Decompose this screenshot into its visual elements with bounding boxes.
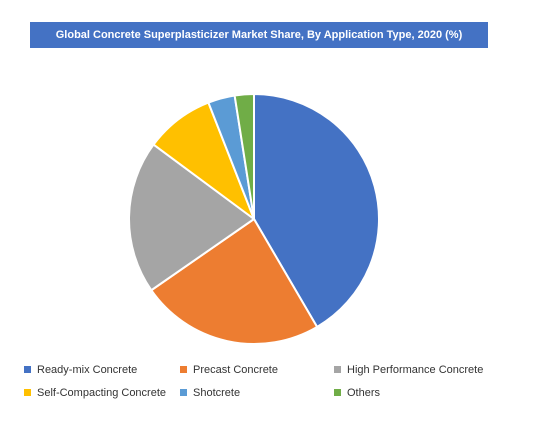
legend-item-high-performance: High Performance Concrete	[334, 362, 483, 378]
legend-label: Others	[347, 387, 381, 399]
legend-item-self-compacting: Self-Compacting Concrete	[24, 385, 166, 401]
legend-swatch	[180, 388, 187, 396]
pie-slice-others	[233, 93, 255, 220]
legend-swatch	[334, 388, 341, 396]
pie-slice-high-performance-concrete	[128, 143, 255, 292]
legend-item-ready-mix: Ready-mix Concrete	[24, 362, 137, 378]
chart-legend: Ready-mix Concrete Precast Concrete High…	[24, 362, 514, 406]
legend-swatch	[334, 365, 341, 373]
legend-item-shotcrete: Shotcrete	[180, 385, 240, 401]
legend-label: Shotcrete	[193, 387, 241, 399]
legend-swatch	[180, 365, 187, 373]
legend-label: Ready-mix Concrete	[37, 364, 138, 376]
chart-title: Global Concrete Superplasticizer Market …	[30, 22, 488, 48]
legend-label: High Performance Concrete	[347, 364, 484, 376]
legend-label: Self-Compacting Concrete	[37, 387, 167, 399]
legend-swatch	[24, 388, 31, 396]
legend-item-precast: Precast Concrete	[180, 362, 278, 378]
legend-item-others: Others	[334, 385, 380, 401]
legend-label: Precast Concrete	[193, 364, 278, 376]
pie-slice-ready-mix-concrete	[253, 93, 380, 328]
pie-slice-precast-concrete	[150, 218, 319, 345]
legend-swatch	[24, 365, 31, 373]
